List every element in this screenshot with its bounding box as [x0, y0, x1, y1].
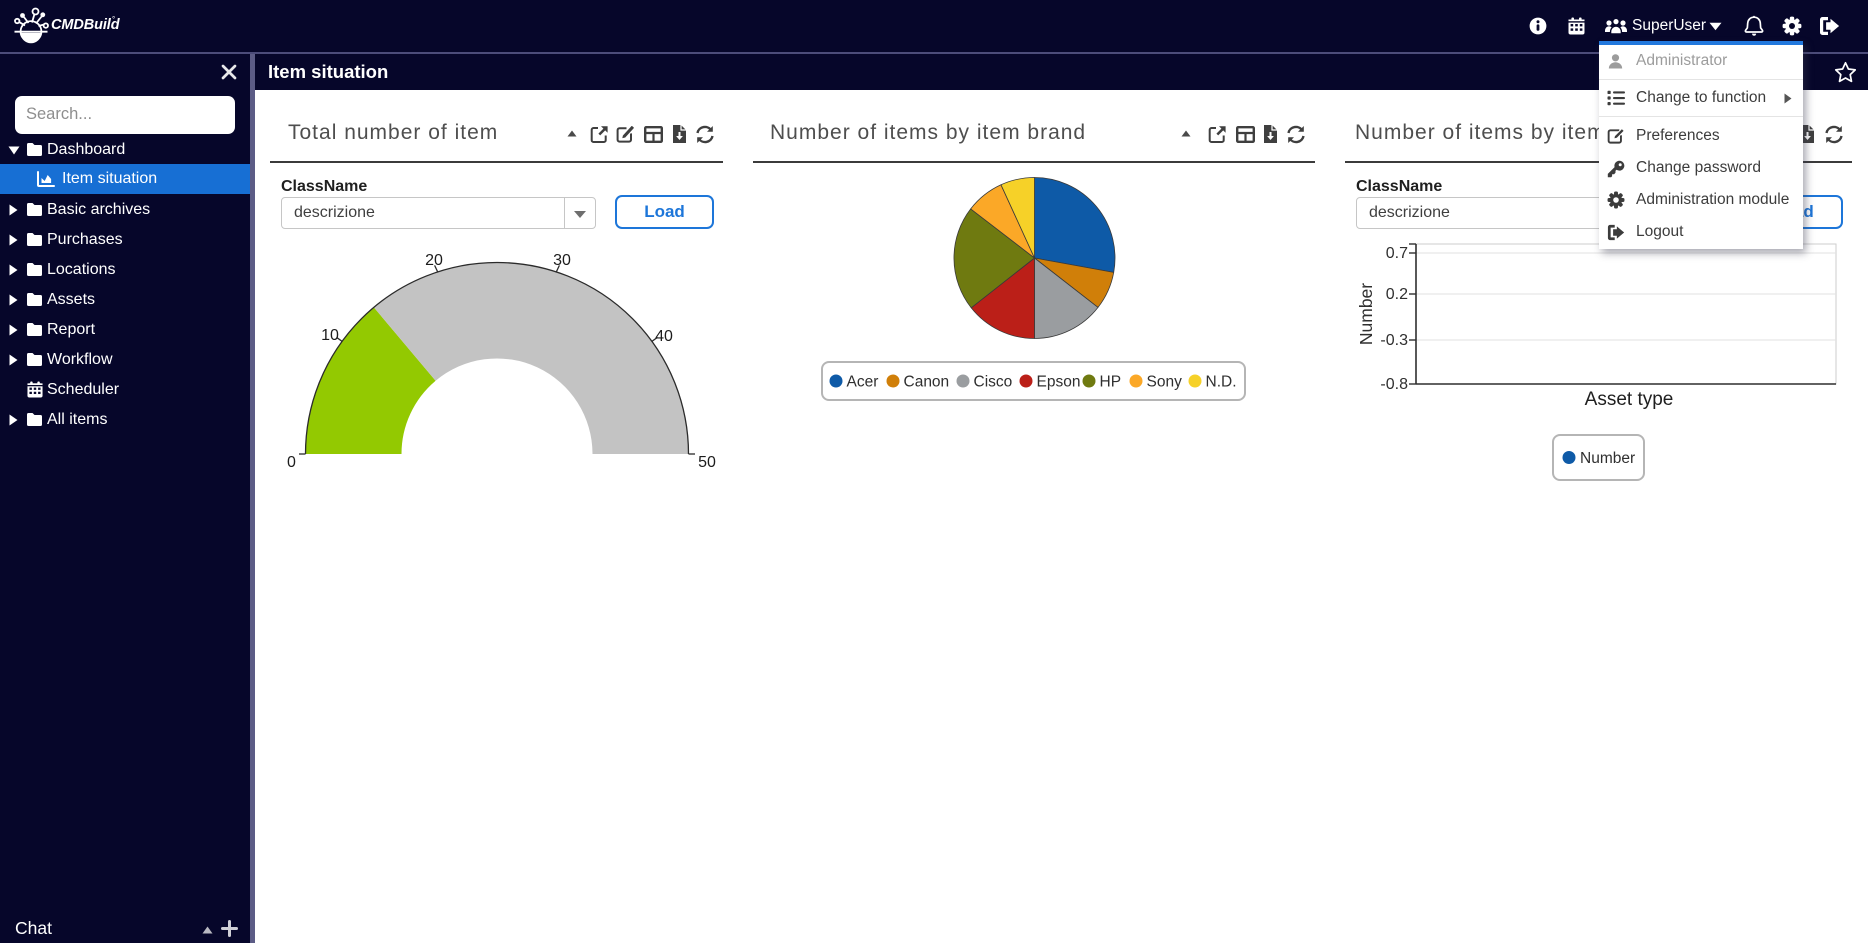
- svg-text:Epson: Epson: [1037, 374, 1081, 391]
- svg-text:-0.8: -0.8: [1380, 376, 1408, 393]
- svg-text:30: 30: [553, 252, 571, 269]
- svg-text:N.D.: N.D.: [1206, 374, 1237, 391]
- svg-text:Number: Number: [1580, 450, 1635, 467]
- svg-text:Canon: Canon: [904, 374, 950, 391]
- svg-text:Sony: Sony: [1147, 374, 1183, 391]
- svg-text:Acer: Acer: [847, 374, 879, 391]
- svg-text:20: 20: [425, 252, 443, 269]
- svg-text:0.2: 0.2: [1386, 286, 1408, 303]
- svg-text:HP: HP: [1100, 374, 1122, 391]
- svg-text:50: 50: [698, 454, 716, 471]
- svg-text:Number: Number: [1356, 283, 1376, 345]
- svg-text:40: 40: [655, 328, 673, 345]
- svg-text:10: 10: [321, 327, 339, 344]
- svg-text:0: 0: [287, 454, 296, 471]
- svg-text:-0.3: -0.3: [1380, 332, 1408, 349]
- svg-text:Asset type: Asset type: [1585, 389, 1674, 410]
- svg-text:Cisco: Cisco: [974, 374, 1013, 391]
- svg-text:0.7: 0.7: [1386, 245, 1408, 262]
